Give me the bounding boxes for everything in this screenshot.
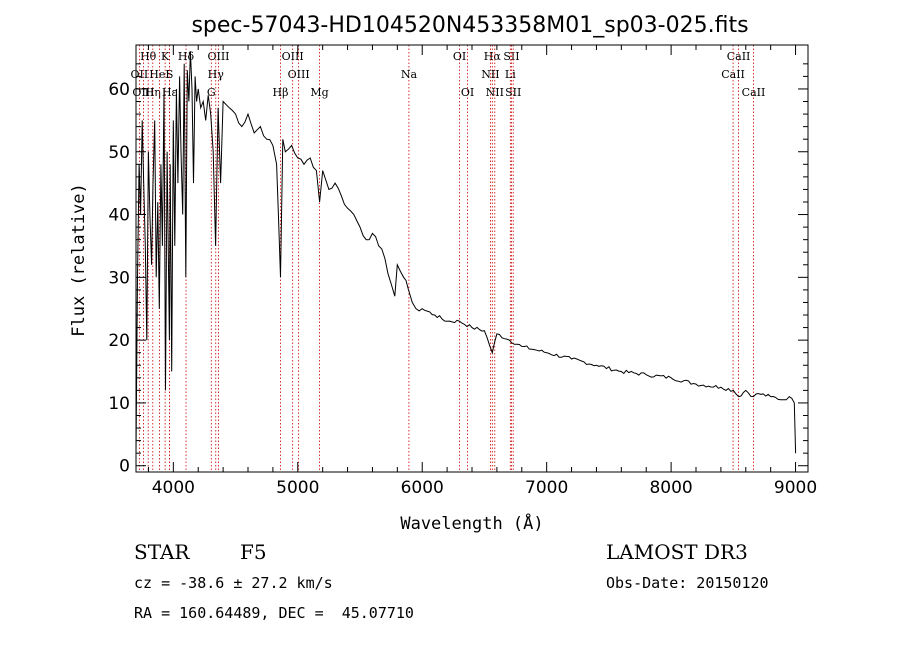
line-label-Hδ: Hδ [178,50,195,63]
line-label-OII: OII [131,68,149,81]
line-label-CaII: CaII [727,50,751,63]
line-label-G: G [207,86,216,99]
spectrum-chart: spec-57043-HD104520N453358M01_sp03-025.f… [69,13,817,534]
line-label-Na: Na [401,68,418,81]
y-tick-label: 30 [108,268,130,288]
y-axis: 0 10 20 30 40 50 60 [108,63,808,477]
line-label-HeI: HeI [149,68,169,81]
x-tick-label: 9000 [774,478,817,498]
survey-name: LAMOST DR3 [606,540,748,564]
observation-date: Obs-Date: 20150120 [606,574,769,592]
line-label-Hβ: Hβ [273,86,289,99]
y-tick-label: 20 [108,331,130,351]
line-label-OIII: OIII [207,50,229,63]
line-label-Hε: Hε [162,86,178,99]
line-label-Li: Li [505,68,516,81]
coordinates: RA = 160.64489, DEC = 45.07710 [134,604,414,622]
line-label-CaII: CaII [721,68,745,81]
y-tick-label: 40 [108,206,130,226]
line-label-OIII: OIII [282,50,304,63]
y-tick-label: 50 [108,143,130,163]
spectrum-line [135,51,797,454]
line-label-Hη: Hη [145,86,161,99]
x-tick-label: 4000 [152,478,195,498]
line-label-Hθ: Hθ [140,50,157,63]
line-label-CaII: CaII [742,86,766,99]
object-subclass: F5 [240,540,267,564]
line-label-K: K [161,50,170,63]
x-tick-label: 5000 [276,478,319,498]
x-tick-label: 8000 [649,478,692,498]
x-tick-label: 6000 [401,478,444,498]
line-label-Hγ: Hγ [208,68,225,81]
line-label-OIII: OIII [288,68,310,81]
y-axis-label: Flux (relative) [69,183,89,337]
chart-title: spec-57043-HD104520N453358M01_sp03-025.f… [191,13,748,38]
line-label-OI: OI [461,86,474,99]
line-label-SII: SII [503,50,519,63]
x-tick-label: 7000 [525,478,568,498]
y-tick-label: 10 [108,394,130,414]
object-class: STAR [134,540,190,564]
line-label-NII: NII [486,86,504,99]
line-label-SII: SII [505,86,521,99]
x-axis-label: Wavelength (Å) [400,512,543,534]
line-label-Mg: Mg [310,86,328,99]
line-label-Hα: Hα [484,50,502,63]
line-label-OI: OI [453,50,466,63]
y-tick-label: 0 [119,457,130,477]
x-axis: 4000 5000 6000 7000 8000 9000 [147,45,817,498]
redshift-velocity: cz = -38.6 ± 27.2 km/s [134,574,333,592]
plot-frame [135,44,809,473]
y-tick-label: 60 [108,80,130,100]
line-label-NII: NII [481,68,499,81]
